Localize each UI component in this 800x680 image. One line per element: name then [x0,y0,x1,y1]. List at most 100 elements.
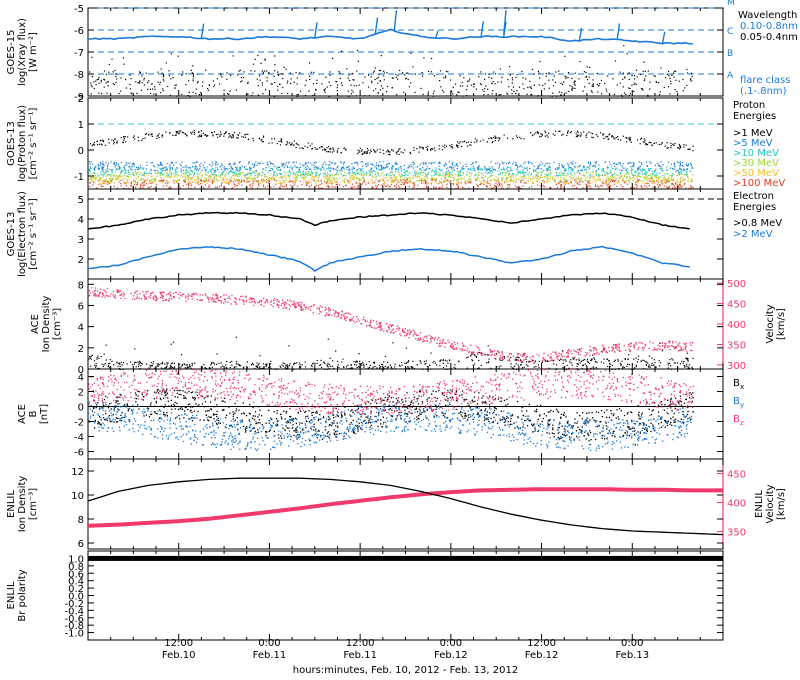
data-point [152,165,155,167]
data-point [214,172,216,174]
data-point [504,178,507,180]
data-point [150,176,152,178]
data-point [640,162,642,164]
data-point [373,70,376,72]
data-point [632,165,634,167]
data-point [596,72,598,75]
data-point [494,139,496,142]
data-point [457,141,459,143]
data-point [565,92,567,94]
data-point [536,176,539,179]
data-point [367,182,369,184]
data-point [455,177,457,179]
data-point [547,168,549,170]
data-point [474,179,477,181]
data-point [567,130,569,132]
data-point [182,71,184,73]
data-point [654,176,656,178]
data-point [398,148,400,150]
data-point [291,180,293,182]
data-point [443,179,445,182]
data-point [324,175,326,177]
data-point [485,175,487,177]
data-point [611,136,613,138]
data-point [508,186,510,188]
data-point [388,168,391,170]
data-point [333,186,335,188]
data-point [365,151,367,153]
data-point [651,179,654,182]
data-point [157,164,159,166]
data-point [594,348,596,350]
data-point [162,174,164,176]
data-point [422,93,424,95]
data-point [158,136,160,139]
data-point [285,68,287,70]
data-point [479,140,481,142]
data-point [162,90,164,92]
data-point [336,312,338,314]
data-point [191,177,193,179]
data-point [553,75,555,77]
data-point [645,171,648,173]
data-point [644,141,646,143]
data-point [173,164,175,166]
data-point [567,77,569,79]
data-point [264,176,266,178]
data-point [383,70,385,72]
data-point [668,182,670,184]
data-point [529,167,531,169]
data-point [445,70,447,72]
data-point [585,187,587,189]
data-point [452,174,454,176]
data-point [301,147,303,149]
data-point [174,170,176,172]
data-point [567,172,569,174]
data-point [603,137,605,140]
data-point [131,163,133,165]
data-point [233,178,235,180]
data-point [562,166,565,169]
data-point [305,184,307,186]
y-axis-label: GOES-13 [6,212,17,257]
data-point [391,167,393,169]
data-point [325,181,327,183]
data-point [230,165,232,167]
data-point [477,177,479,179]
data-point [186,181,188,183]
data-point [150,294,152,296]
data-point [572,170,574,172]
data-point [138,82,140,84]
data-point [200,179,202,181]
data-point [540,133,542,135]
data-point [659,184,661,186]
data-point [113,163,115,165]
data-point [410,82,412,84]
data-point [199,294,201,296]
data-point [112,175,115,177]
data-point [328,170,330,172]
data-point [91,173,93,175]
data-point [213,177,215,179]
data-point [276,143,278,145]
data-point [629,349,632,352]
data-point [560,185,562,187]
data-point [438,174,440,176]
data-point [123,173,125,175]
data-point [250,297,252,299]
data-point [581,169,583,171]
data-point [341,84,343,86]
data-point [671,175,673,177]
data-point [219,135,221,137]
data-point [492,171,494,173]
data-point [358,179,361,181]
data-point [130,92,132,94]
data-point [635,176,637,178]
data-point [249,171,251,173]
data-point [302,171,304,173]
data-point [433,75,436,77]
data-point [317,180,320,182]
data-point [457,175,459,177]
data-point [606,183,608,185]
